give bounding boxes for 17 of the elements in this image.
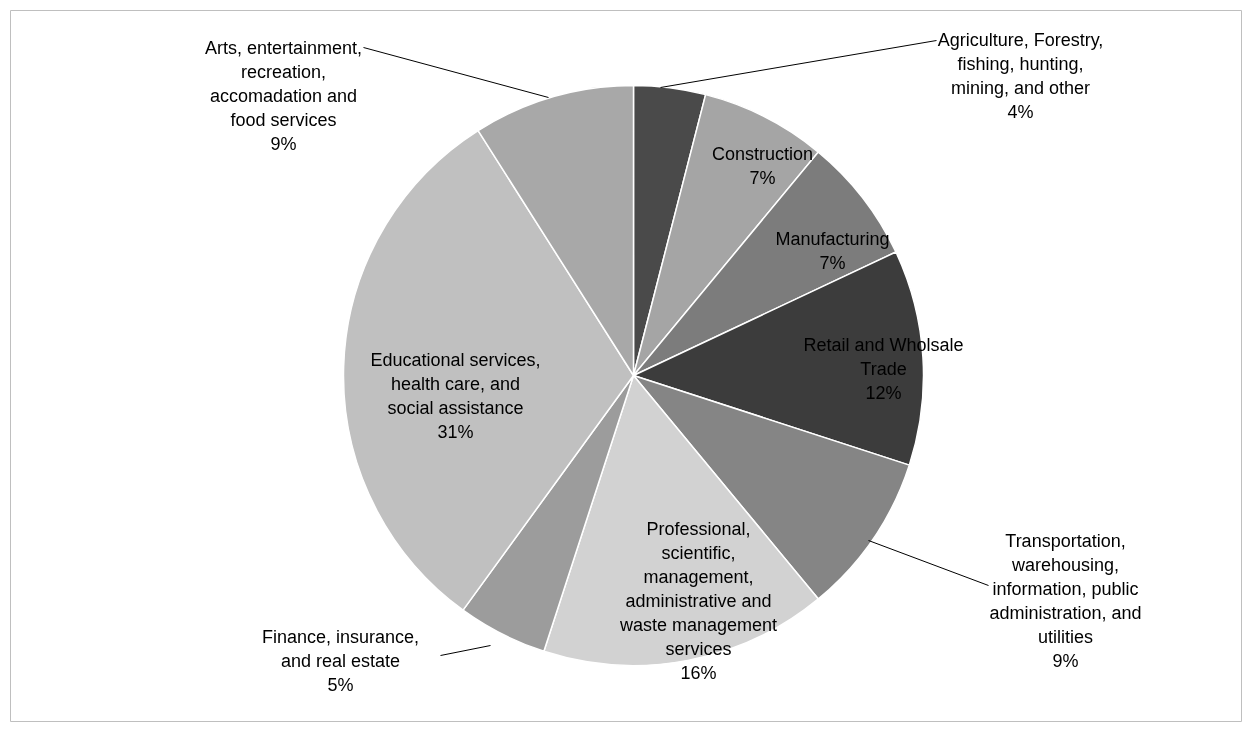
data-label: 7% [819, 252, 846, 273]
slice-label: Finance, insurance, and real estate [261, 626, 420, 671]
slice-label: Arts, entertainment, recreation, accomadation and food services [204, 37, 363, 130]
data-label: 5% [327, 674, 354, 695]
slice-label: Agriculture, Forestry, fishing, hunting, mining, and other [937, 29, 1104, 98]
data-label: 9% [1052, 650, 1079, 671]
slice-label: Construction [711, 143, 814, 164]
data-label: 12% [865, 382, 902, 403]
slice-label: Professional, scientific, management, administrative and waste management services [618, 518, 778, 659]
slice-label: Manufacturing [775, 228, 890, 249]
data-label: 4% [1007, 101, 1034, 122]
data-label: 7% [749, 167, 776, 188]
data-label: 9% [270, 133, 297, 154]
data-label: 31% [437, 421, 474, 442]
data-label: 16% [680, 662, 717, 683]
slice-label: Transportation, warehousing, information, public administration, and utilities [989, 530, 1142, 647]
slice-label: Educational services, health care, and social assistance [370, 349, 541, 418]
